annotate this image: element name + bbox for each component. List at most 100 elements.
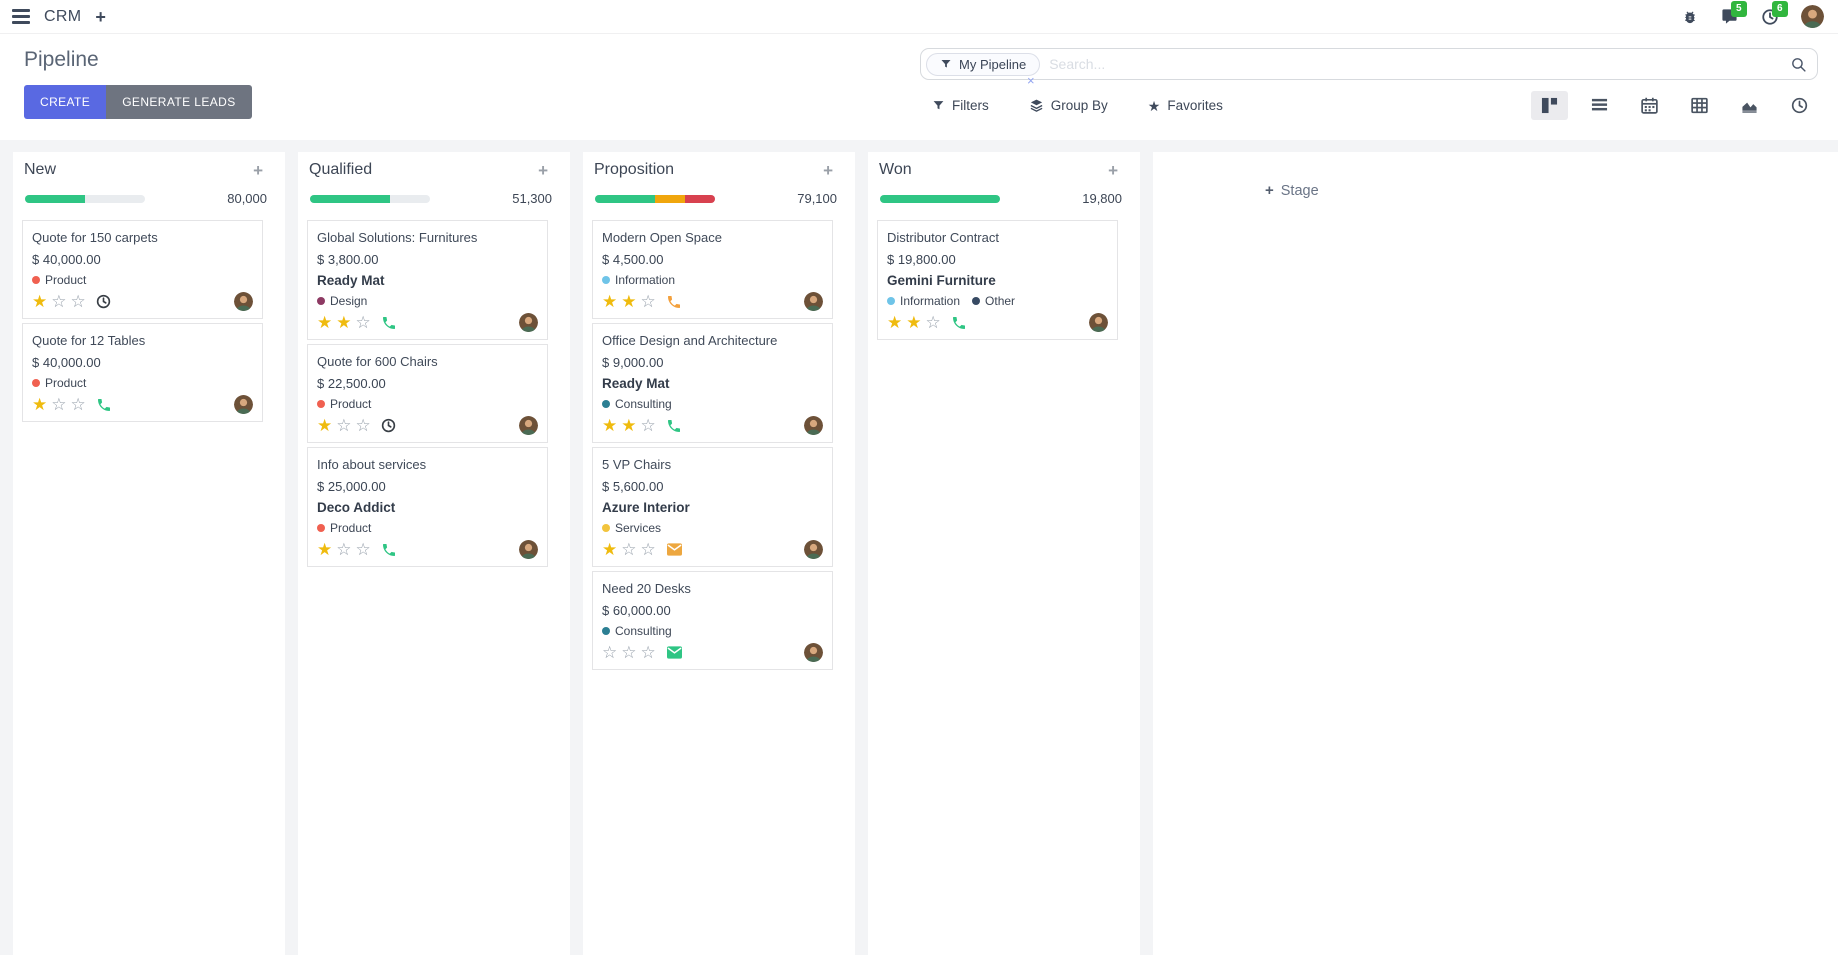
group-by-menu[interactable]: Group By	[1029, 98, 1108, 113]
salesperson-avatar[interactable]	[804, 643, 823, 662]
column-quick-add-icon[interactable]: +	[1108, 160, 1118, 180]
tag[interactable]: Other	[972, 294, 1015, 308]
salesperson-avatar[interactable]	[1089, 313, 1108, 332]
salesperson-avatar[interactable]	[234, 395, 253, 414]
priority-star-icon[interactable]: ☆	[70, 292, 86, 311]
messages-icon[interactable]: 5	[1720, 1, 1747, 25]
kanban-card[interactable]: Quote for 600 Chairs $ 22,500.00 Product ★ ☆…	[307, 344, 548, 443]
priority-star-icon[interactable]: ☆	[355, 416, 371, 435]
filters-menu[interactable]: Filters	[932, 98, 989, 113]
priority-star-icon[interactable]: ★	[602, 292, 618, 311]
phone-activity-button[interactable]	[381, 315, 397, 331]
clock-activity-button[interactable]	[381, 418, 396, 433]
priority-star-icon[interactable]: ★	[317, 313, 333, 332]
kanban-card[interactable]: Need 20 Desks $ 60,000.00 Consulting ☆ ☆ ☆	[592, 571, 833, 670]
salesperson-avatar[interactable]	[519, 313, 538, 332]
tag[interactable]: Product	[32, 273, 86, 287]
priority-star-icon[interactable]: ★	[621, 292, 637, 311]
email-activity-button[interactable]	[666, 645, 683, 660]
search-bar[interactable]: My Pipeline ×	[920, 48, 1818, 87]
salesperson-avatar[interactable]	[519, 416, 538, 435]
activities-clock-icon[interactable]: 6	[1761, 0, 1788, 26]
phone-activity-button[interactable]	[666, 418, 682, 434]
priority-star-icon[interactable]: ☆	[640, 292, 656, 311]
salesperson-avatar[interactable]	[234, 292, 253, 311]
apps-menu-icon[interactable]	[12, 9, 30, 24]
priority-star-icon[interactable]: ★	[906, 313, 922, 332]
column-progressbar[interactable]	[25, 194, 145, 203]
view-graph-button[interactable]	[1731, 91, 1768, 120]
create-button[interactable]: CREATE	[24, 85, 107, 119]
priority-star-icon[interactable]: ☆	[51, 395, 67, 414]
priority-star-icon[interactable]: ★	[621, 416, 637, 435]
tag[interactable]: Services	[602, 521, 661, 535]
search-input[interactable]	[1040, 56, 1790, 72]
tag[interactable]: Design	[317, 294, 367, 308]
priority-star-icon[interactable]: ☆	[925, 313, 941, 332]
priority-star-icon[interactable]: ★	[602, 540, 618, 559]
debug-bug-icon[interactable]	[1682, 9, 1698, 25]
favorites-menu[interactable]: ★ Favorites	[1147, 97, 1223, 114]
phone-activity-button[interactable]	[951, 315, 967, 331]
kanban-card[interactable]: Global Solutions: Furnitures $ 3,800.00 Re…	[307, 220, 548, 340]
clock-activity-button[interactable]	[96, 294, 111, 309]
add-stage-button[interactable]: + Stage	[1265, 182, 1319, 199]
priority-star-icon[interactable]: ☆	[621, 643, 637, 662]
priority-star-icon[interactable]: ☆	[640, 643, 656, 662]
salesperson-avatar[interactable]	[804, 292, 823, 311]
priority-star-icon[interactable]: ★	[317, 416, 333, 435]
priority-star-icon[interactable]: ☆	[640, 540, 656, 559]
priority-star-icon[interactable]: ☆	[70, 395, 86, 414]
priority-star-icon[interactable]: ★	[336, 313, 352, 332]
view-pivot-button[interactable]	[1681, 91, 1718, 120]
view-list-button[interactable]	[1581, 91, 1618, 120]
remove-facet-icon[interactable]: ×	[1027, 73, 1035, 88]
email-activity-button[interactable]	[666, 542, 683, 557]
priority-star-icon[interactable]: ☆	[336, 540, 352, 559]
column-progressbar[interactable]	[880, 194, 1000, 203]
column-progressbar[interactable]	[595, 194, 715, 203]
priority-star-icon[interactable]: ☆	[336, 416, 352, 435]
priority-star-icon[interactable]: ☆	[355, 540, 371, 559]
priority-star-icon[interactable]: ☆	[355, 313, 371, 332]
kanban-card[interactable]: Office Design and Architecture $ 9,000.00…	[592, 323, 833, 443]
priority-star-icon[interactable]: ★	[887, 313, 903, 332]
view-activity-button[interactable]	[1781, 91, 1818, 120]
salesperson-avatar[interactable]	[519, 540, 538, 559]
kanban-card[interactable]: Distributor Contract $ 19,800.00 Gemini Fu…	[877, 220, 1118, 340]
tag[interactable]: Product	[317, 397, 371, 411]
kanban-card[interactable]: Modern Open Space $ 4,500.00 Information ★ ★…	[592, 220, 833, 319]
salesperson-avatar[interactable]	[804, 540, 823, 559]
column-quick-add-icon[interactable]: +	[538, 160, 548, 180]
kanban-card[interactable]: 5 VP Chairs $ 5,600.00 Azure Interior Servi…	[592, 447, 833, 567]
kanban-card[interactable]: Quote for 12 Tables $ 40,000.00 Product ★ ☆ ☆	[22, 323, 263, 422]
add-tab-icon[interactable]: +	[95, 6, 106, 27]
kanban-card[interactable]: Quote for 150 carpets $ 40,000.00 Product ★…	[22, 220, 263, 319]
priority-star-icon[interactable]: ☆	[621, 540, 637, 559]
kanban-card[interactable]: Info about services $ 25,000.00 Deco Addic…	[307, 447, 548, 567]
generate-leads-button[interactable]: GENERATE LEADS	[106, 85, 252, 119]
search-magnifier-icon[interactable]	[1790, 56, 1807, 73]
user-avatar[interactable]	[1801, 5, 1824, 28]
salesperson-avatar[interactable]	[804, 416, 823, 435]
priority-star-icon[interactable]: ★	[32, 292, 48, 311]
tag[interactable]: Information	[602, 273, 675, 287]
column-quick-add-icon[interactable]: +	[253, 160, 263, 180]
tag[interactable]: Product	[317, 521, 371, 535]
priority-star-icon[interactable]: ★	[317, 540, 333, 559]
tag[interactable]: Consulting	[602, 624, 672, 638]
view-calendar-button[interactable]	[1631, 91, 1668, 120]
priority-star-icon[interactable]: ☆	[602, 643, 618, 662]
tag[interactable]: Information	[887, 294, 960, 308]
tag[interactable]: Consulting	[602, 397, 672, 411]
priority-star-icon[interactable]: ☆	[640, 416, 656, 435]
column-quick-add-icon[interactable]: +	[823, 160, 833, 180]
phone-activity-button[interactable]	[381, 542, 397, 558]
column-progressbar[interactable]	[310, 194, 430, 203]
search-facet-my-pipeline[interactable]: My Pipeline	[926, 52, 1041, 76]
priority-star-icon[interactable]: ★	[602, 416, 618, 435]
priority-star-icon[interactable]: ☆	[51, 292, 67, 311]
priority-star-icon[interactable]: ★	[32, 395, 48, 414]
app-name[interactable]: CRM	[44, 7, 82, 25]
view-kanban-button[interactable]	[1531, 91, 1568, 120]
